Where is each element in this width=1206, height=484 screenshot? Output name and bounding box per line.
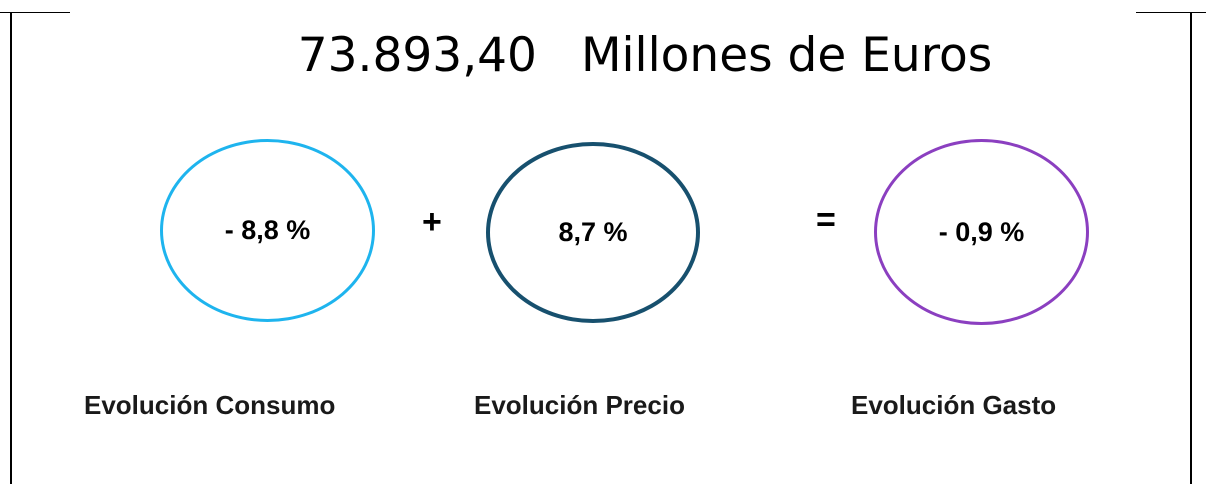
gasto-caption: Evolución Gasto xyxy=(851,390,1057,420)
plus-operator: + xyxy=(422,203,442,241)
headline: 73.893,40 Millones de Euros xyxy=(0,28,1206,83)
top-rule-left xyxy=(0,12,70,13)
precio-caption: Evolución Precio xyxy=(474,390,685,420)
consumo-circle: - 8,8 % xyxy=(160,139,375,322)
precio-circle: 8,7 % xyxy=(486,142,700,323)
consumo-value: - 8,8 % xyxy=(224,215,311,245)
headline-unit: Millones de Euros xyxy=(580,28,993,83)
headline-amount: 73.893,40 xyxy=(297,28,537,83)
slide-frame xyxy=(10,12,1192,484)
equals-operator: = xyxy=(816,201,836,239)
top-rule-right xyxy=(1136,12,1206,13)
precio-value: 8,7 % xyxy=(558,217,628,247)
gasto-value: - 0,9 % xyxy=(938,216,1025,247)
consumo-caption: Evolución Consumo xyxy=(84,390,336,420)
gasto-circle: - 0,9 % xyxy=(874,139,1089,325)
